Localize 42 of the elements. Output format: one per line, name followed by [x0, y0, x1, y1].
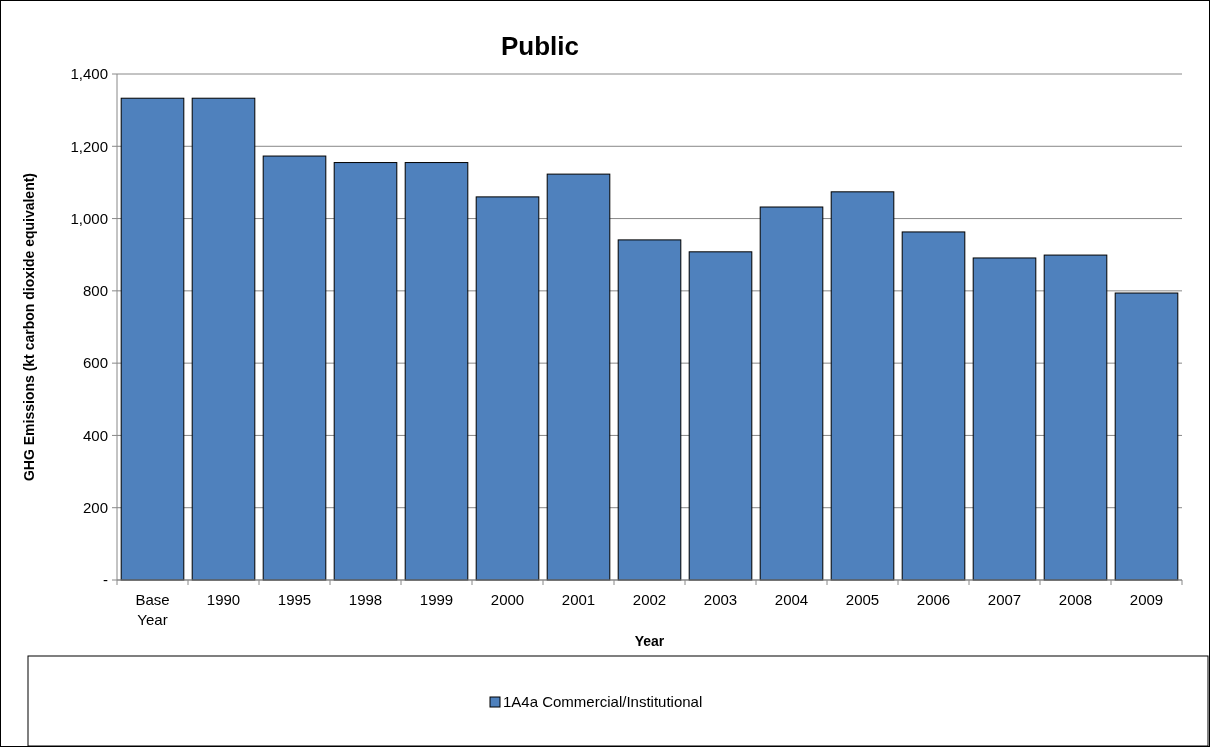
bar	[688, 251, 753, 581]
x-tick-label: 2005	[845, 591, 880, 608]
y-tick-label: 1,200	[70, 137, 108, 155]
y-tick-label: 1,000	[70, 209, 108, 227]
y-tick-label: 400	[82, 426, 108, 444]
bar	[830, 191, 895, 581]
x-tick-label: 2006	[916, 591, 951, 608]
x-tick-label: 1998	[348, 591, 383, 608]
bar	[759, 206, 824, 581]
bar	[475, 196, 540, 581]
y-axis-title: GHG Emissions (kt carbon dioxide equivalent)	[21, 172, 37, 482]
x-tick-label: 2001	[561, 591, 596, 608]
bar	[333, 162, 398, 581]
x-tick-label: 2003	[703, 591, 738, 608]
bar	[617, 239, 682, 581]
bar	[404, 162, 469, 581]
y-tick-label: 800	[82, 282, 108, 300]
bar	[901, 231, 966, 581]
x-tick-label: 2009	[1129, 591, 1164, 608]
x-tick-label: 2000	[490, 591, 525, 608]
chart-title: Public	[500, 31, 580, 61]
x-tick-label: 1990	[206, 591, 241, 608]
x-tick-label: 1995	[277, 591, 312, 608]
x-axis-title: Year	[634, 633, 665, 649]
bar	[1114, 292, 1179, 581]
x-tick-label: 2008	[1058, 591, 1093, 608]
x-tick-label: 1999	[419, 591, 454, 608]
bar	[262, 155, 327, 581]
legend-label: 1A4a Commercial/Institutional	[503, 693, 703, 711]
bar	[1043, 254, 1108, 581]
y-tick-label: 600	[82, 354, 108, 372]
bar	[972, 257, 1037, 581]
x-tick-label: 2002	[632, 591, 667, 608]
bar	[120, 97, 185, 581]
x-tick-label: Base Year	[135, 591, 170, 628]
y-tick-label: -	[103, 571, 108, 589]
x-tick-label: 2007	[987, 591, 1022, 608]
y-tick-label: 200	[82, 498, 108, 516]
x-tick-label: 2004	[774, 591, 809, 608]
bar	[546, 173, 611, 581]
y-tick-label: 1,400	[70, 65, 108, 83]
bar	[191, 97, 256, 581]
